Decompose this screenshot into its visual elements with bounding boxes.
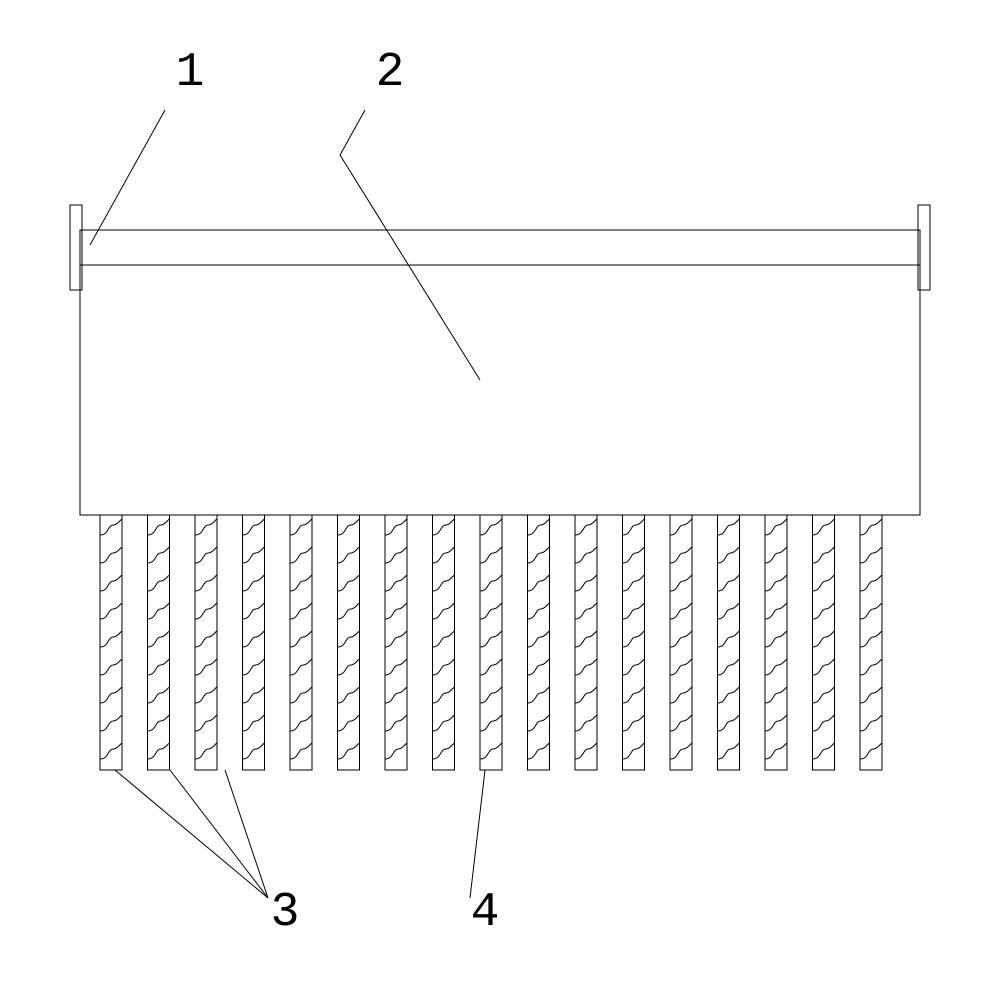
callout-label-1: 1 [176, 46, 205, 100]
leader-line [90, 110, 165, 245]
callout-label-4: 4 [471, 886, 500, 940]
callout-label-2: 2 [376, 46, 405, 100]
ridged-bar [385, 515, 407, 770]
ridged-bar [718, 515, 740, 770]
ridged-bar [765, 515, 787, 770]
ridged-bar [195, 515, 217, 770]
ridged-bar [670, 515, 692, 770]
leader-line [170, 770, 268, 898]
ridged-bar [480, 515, 502, 770]
ridged-bar [148, 515, 170, 770]
ridged-bar [100, 515, 122, 770]
top-plate [80, 230, 920, 265]
main-body [80, 265, 920, 515]
engineering-diagram: 1 2 3 4 [0, 0, 1000, 985]
leader-line [115, 770, 268, 898]
ridged-bar [338, 515, 360, 770]
callout-label-3: 3 [271, 886, 300, 940]
leader-line [340, 110, 480, 380]
leader-line [470, 770, 485, 898]
ridged-bar [290, 515, 312, 770]
ridged-bar [243, 515, 265, 770]
ridged-bar [433, 515, 455, 770]
ridged-bar [575, 515, 597, 770]
ridged-bar [623, 515, 645, 770]
ridged-bar [860, 515, 882, 770]
ridged-bar [528, 515, 550, 770]
leader-line [225, 770, 268, 898]
ridged-bar [813, 515, 835, 770]
